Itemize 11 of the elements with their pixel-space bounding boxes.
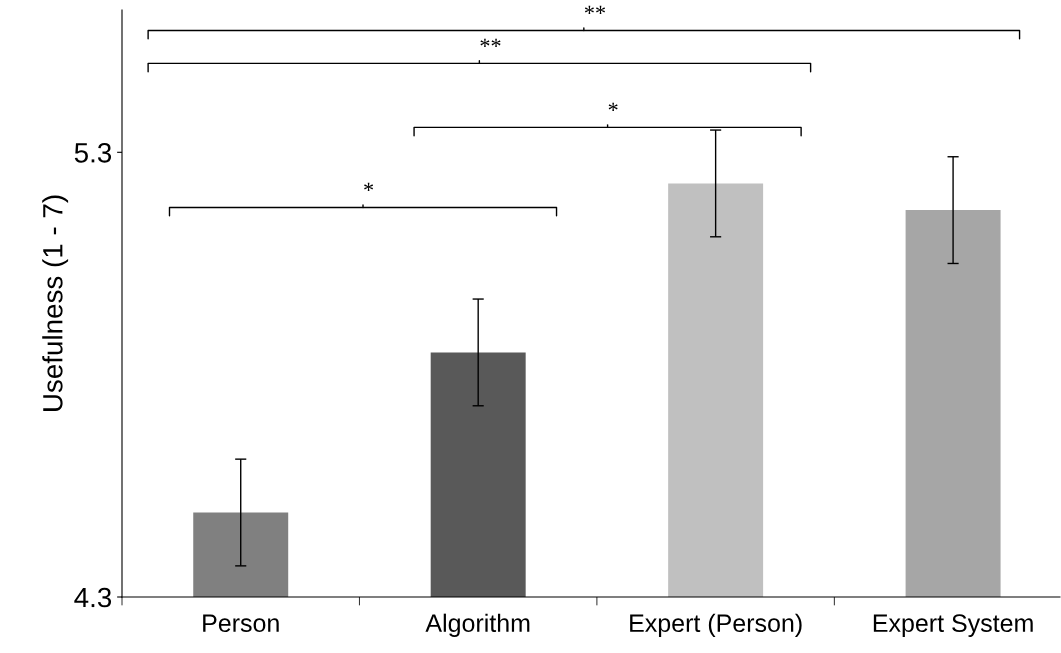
annotation: * [364,182,374,191]
y-axis-title: Usefulness (1 - 7) [42,195,69,411]
y-tick-label: 4.3 [74,587,112,608]
y-tick-label: 5.3 [74,142,112,163]
x-tick-label: Expert System [873,614,1033,637]
x-tick-label: Expert (Person) [630,613,802,637]
annotation: ** [584,5,606,14]
annotation: * [608,102,618,111]
x-tick-label: Person [203,614,279,633]
x-tick-label: Algorithm [425,613,530,637]
annotation: ** [480,38,501,47]
